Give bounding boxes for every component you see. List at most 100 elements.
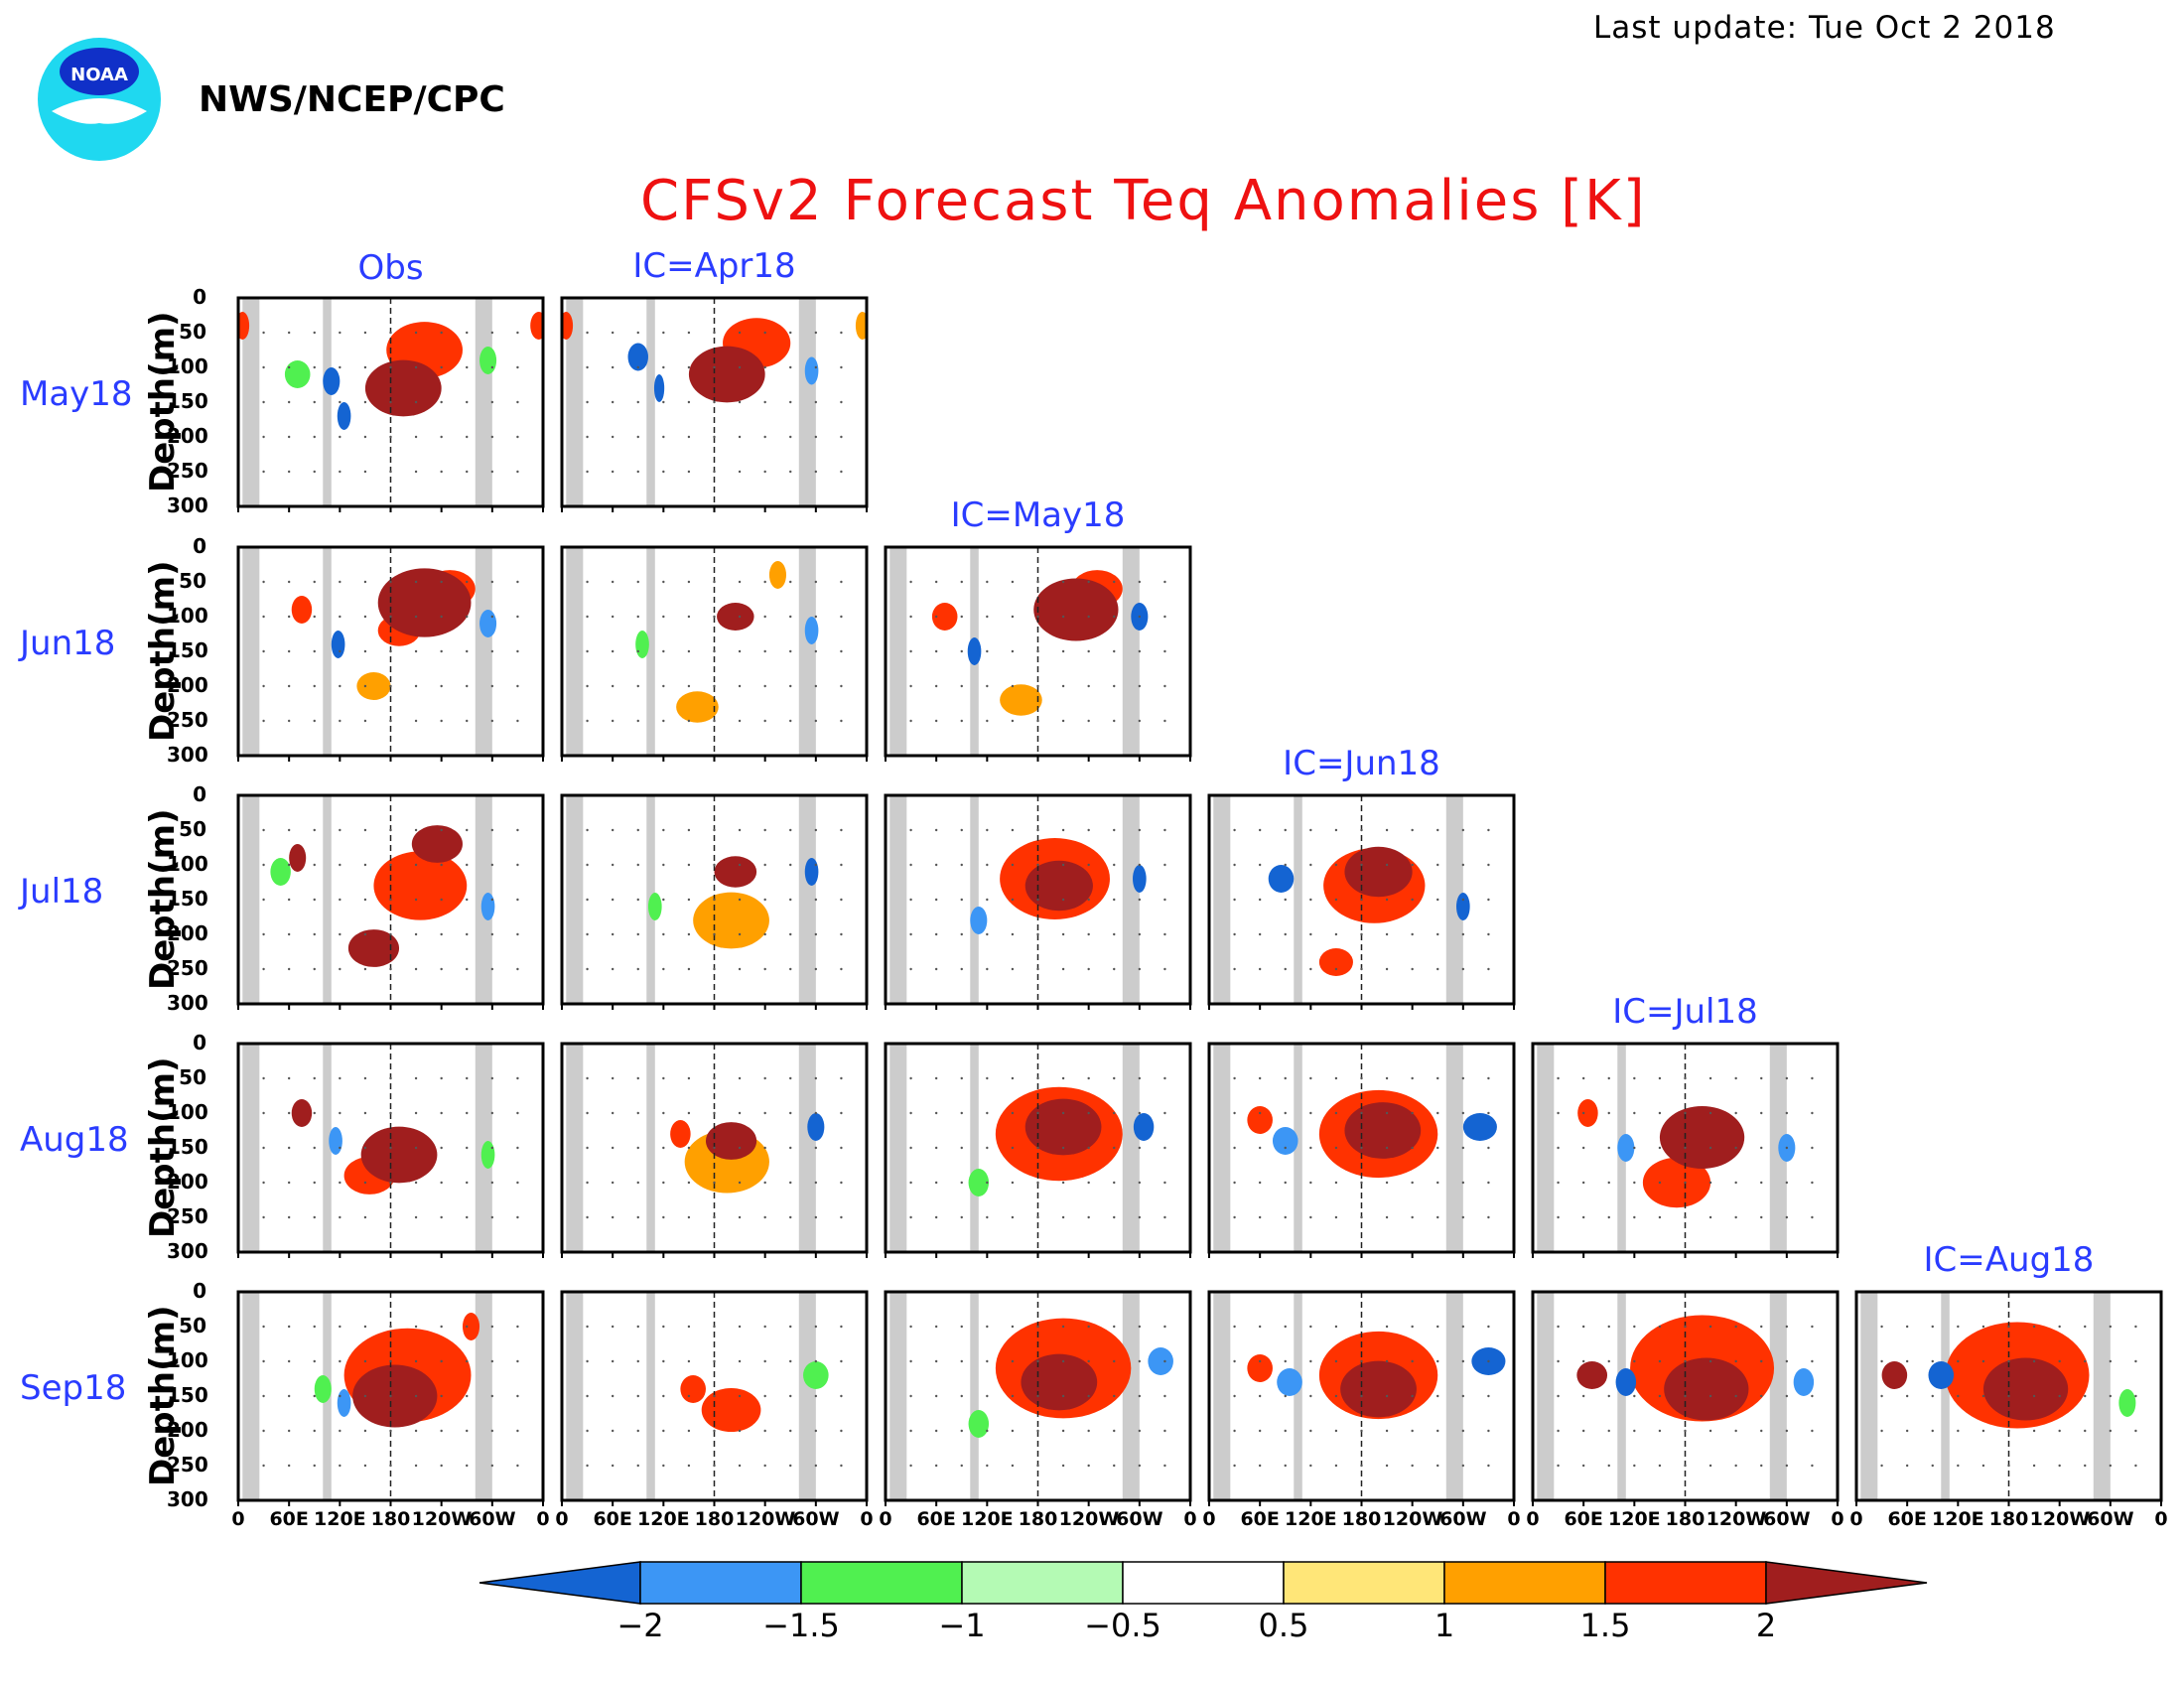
grid-dot <box>466 1076 469 1080</box>
grid-dot <box>2084 1359 2087 1363</box>
grid-dot <box>1163 684 1166 688</box>
grid-dot <box>516 1076 519 1080</box>
grid-dot <box>986 1394 989 1398</box>
grid-dot <box>339 1111 341 1115</box>
grid-dot <box>440 470 443 474</box>
grid-dot <box>1360 1076 1363 1080</box>
grid-dot <box>1905 1429 1909 1433</box>
grid-dot <box>339 932 341 936</box>
grid-dot <box>1138 580 1142 584</box>
grid-dot <box>1557 1146 1560 1150</box>
grid-dot <box>1633 1464 1636 1468</box>
grid-dot <box>1684 1394 1687 1398</box>
grid-dot <box>389 331 392 335</box>
grid-dot <box>960 1325 963 1329</box>
grid-dot <box>986 1111 989 1115</box>
anomaly-feature <box>635 631 649 658</box>
anomaly-feature <box>670 1120 691 1148</box>
grid-dot <box>2032 1359 2036 1363</box>
grid-dot <box>1436 1464 1439 1468</box>
grid-dot <box>339 719 341 723</box>
grid-dot <box>1036 1325 1039 1329</box>
grid-dot <box>986 863 989 867</box>
grid-dot <box>313 649 316 653</box>
x-tick-label: 60E <box>916 1508 956 1530</box>
land-mask <box>1294 1044 1302 1252</box>
grid-dot <box>1760 1325 1763 1329</box>
grid-dot <box>662 1429 665 1433</box>
grid-dot <box>763 1111 766 1115</box>
grid-dot <box>763 1429 766 1433</box>
y-tick-label: 50 <box>179 569 206 593</box>
anomaly-feature <box>705 1122 757 1160</box>
land-mask <box>242 795 260 1004</box>
grid-dot <box>516 1181 519 1185</box>
grid-dot <box>1334 1464 1338 1468</box>
grid-dot <box>516 828 519 832</box>
grid-dot <box>339 580 341 584</box>
grid-dot <box>1309 863 1312 867</box>
grid-dot <box>339 1215 341 1219</box>
grid-dot <box>440 898 443 902</box>
grid-dot <box>814 1181 818 1185</box>
grid-dot <box>662 331 665 335</box>
grid-dot <box>1138 649 1142 653</box>
grid-dot <box>763 1146 766 1150</box>
grid-dot <box>636 684 639 688</box>
grid-dot <box>1284 1146 1287 1150</box>
grid-dot <box>713 365 716 369</box>
grid-dot <box>262 1429 265 1433</box>
grid-dot <box>789 470 792 474</box>
grid-dot <box>1436 1076 1439 1080</box>
anomaly-feature <box>364 359 442 417</box>
noaa-logo-bird <box>52 98 147 124</box>
grid-dot <box>1957 1325 1960 1329</box>
grid-dot <box>986 967 989 971</box>
grid-dot <box>1811 1146 1814 1150</box>
y-tick-label: 300 <box>167 493 208 517</box>
grid-dot <box>1258 828 1262 832</box>
grid-dot <box>840 435 843 439</box>
grid-dot <box>414 1394 418 1398</box>
grid-dot <box>611 684 614 688</box>
grid-dot <box>814 435 818 439</box>
grid-dot <box>363 580 367 584</box>
anomaly-feature <box>1982 1357 2069 1421</box>
land-mask <box>1860 1292 1878 1500</box>
grid-dot <box>687 1464 691 1468</box>
y-tick-label: 300 <box>167 743 208 767</box>
grid-dot <box>636 1215 639 1219</box>
grid-dot <box>909 1076 912 1080</box>
grid-dot <box>934 580 938 584</box>
anomaly-feature <box>1277 1368 1302 1396</box>
grid-dot <box>1334 1359 1338 1363</box>
grid-dot <box>1411 1215 1414 1219</box>
grid-dot <box>611 863 614 867</box>
grid-dot <box>1087 1359 1090 1363</box>
grid-dot <box>611 365 614 369</box>
grid-dot <box>687 898 691 902</box>
grid-dot <box>1684 1464 1687 1468</box>
grid-dot <box>1931 1325 1934 1329</box>
grid-dot <box>1061 898 1065 902</box>
grid-dot <box>789 1111 792 1115</box>
grid-dot <box>636 1394 639 1398</box>
grid-dot <box>840 828 843 832</box>
grid-dot <box>1284 932 1287 936</box>
grid-dot <box>738 1394 742 1398</box>
grid-dot <box>636 828 639 832</box>
grid-dot <box>814 1429 818 1433</box>
grid-dot <box>1061 1325 1065 1329</box>
grid-dot <box>516 1429 519 1433</box>
anomaly-feature <box>1268 865 1295 893</box>
grid-dot <box>1734 1076 1737 1080</box>
grid-dot <box>1811 1181 1814 1185</box>
grid-dot <box>1658 1181 1662 1185</box>
grid-dot <box>313 331 316 335</box>
grid-dot <box>389 400 392 404</box>
grid-dot <box>687 1394 691 1398</box>
anomaly-feature <box>1247 1106 1273 1134</box>
grid-dot <box>1163 1325 1166 1329</box>
grid-dot <box>287 615 291 619</box>
grid-dot <box>1581 1394 1585 1398</box>
